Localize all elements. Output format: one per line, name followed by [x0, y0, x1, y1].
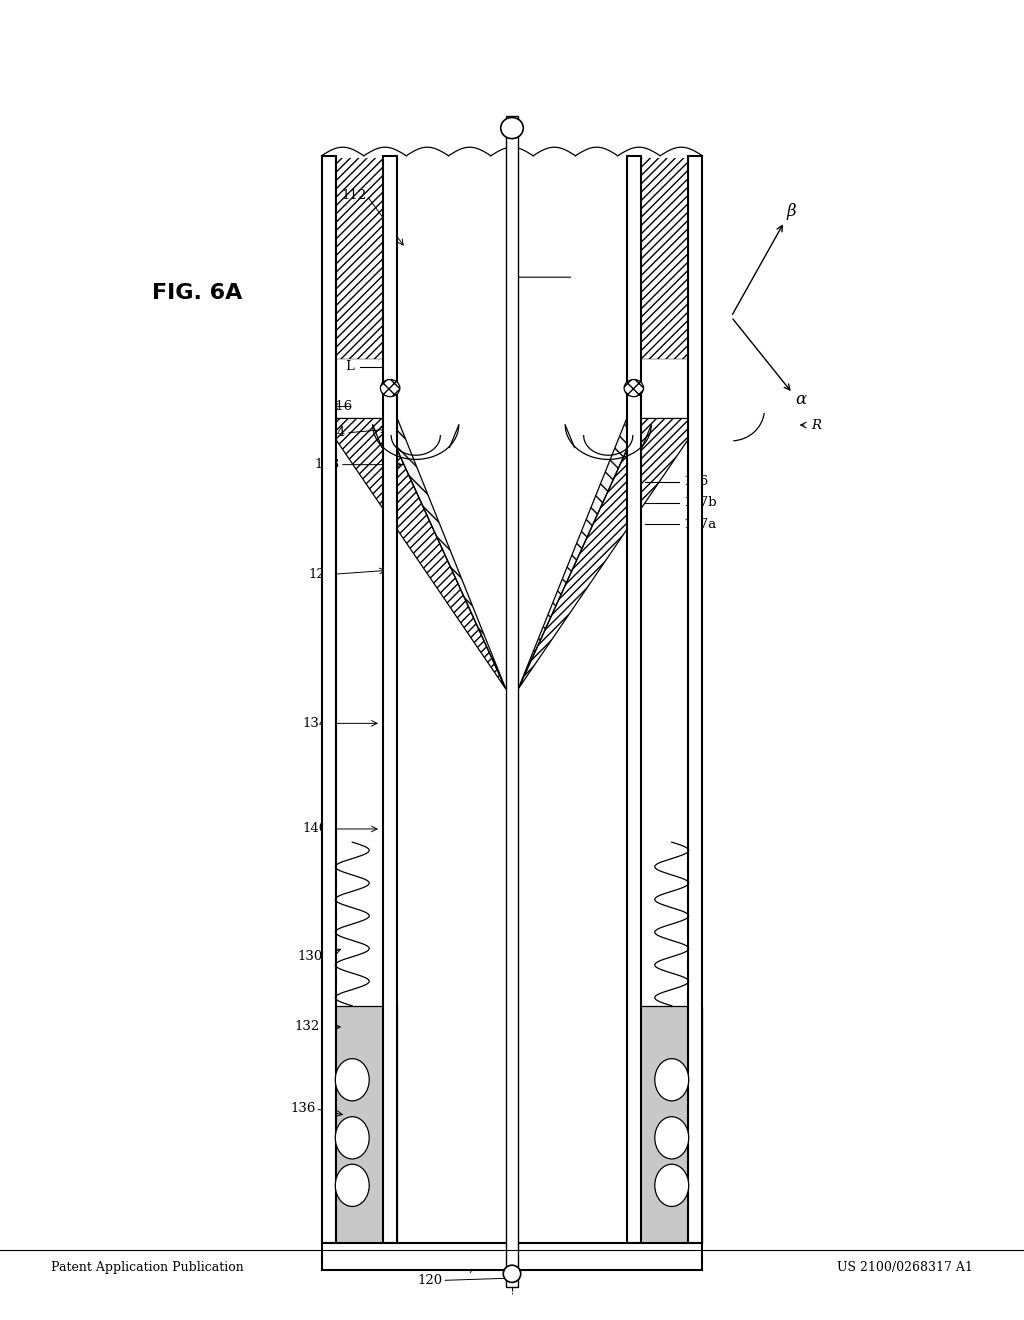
Text: 134: 134	[302, 717, 328, 730]
Ellipse shape	[625, 379, 643, 396]
Text: 127a: 127a	[683, 517, 716, 531]
Ellipse shape	[335, 1164, 370, 1206]
Bar	[322, 156, 336, 1243]
Ellipse shape	[335, 1117, 370, 1159]
Bar	[383, 156, 397, 1243]
Text: 127b: 127b	[683, 496, 717, 510]
Bar	[506, 116, 518, 1287]
Ellipse shape	[654, 1059, 689, 1101]
Text: R: R	[811, 418, 821, 432]
Ellipse shape	[654, 1164, 689, 1206]
Text: Oct. 21, 2010  Sheet 4 of 10: Oct. 21, 2010 Sheet 4 of 10	[423, 1261, 601, 1274]
Text: 122: 122	[308, 568, 334, 581]
Text: 136: 136	[290, 1102, 315, 1115]
Text: 132: 132	[294, 1020, 319, 1034]
Bar	[322, 156, 383, 359]
Polygon shape	[518, 418, 641, 689]
Text: L: L	[345, 360, 354, 374]
Text: β: β	[786, 203, 796, 219]
Bar	[322, 1006, 397, 1243]
Bar	[627, 156, 641, 1243]
Text: 130: 130	[297, 950, 323, 964]
Ellipse shape	[654, 1117, 689, 1159]
Text: FIG. 6A: FIG. 6A	[152, 282, 242, 304]
Ellipse shape	[504, 1265, 520, 1282]
Text: 112: 112	[341, 189, 367, 202]
Ellipse shape	[381, 379, 400, 396]
Text: 134: 134	[321, 426, 346, 440]
Text: 118: 118	[421, 1250, 446, 1263]
Text: 120: 120	[417, 1274, 442, 1287]
Bar	[322, 1243, 702, 1270]
Bar	[641, 156, 702, 359]
Text: 126: 126	[683, 475, 709, 488]
Polygon shape	[383, 418, 506, 689]
Text: 140: 140	[302, 822, 328, 836]
Text: US 2100/0268317 A1: US 2100/0268317 A1	[837, 1261, 973, 1274]
Ellipse shape	[501, 117, 523, 139]
Bar	[688, 156, 702, 1243]
Text: 128: 128	[314, 458, 340, 471]
Text: Patent Application Publication: Patent Application Publication	[51, 1261, 244, 1274]
Bar	[627, 1006, 702, 1243]
Ellipse shape	[335, 1059, 370, 1101]
Text: α: α	[796, 392, 807, 408]
Text: 116: 116	[327, 400, 352, 413]
Bar	[319, 116, 705, 158]
